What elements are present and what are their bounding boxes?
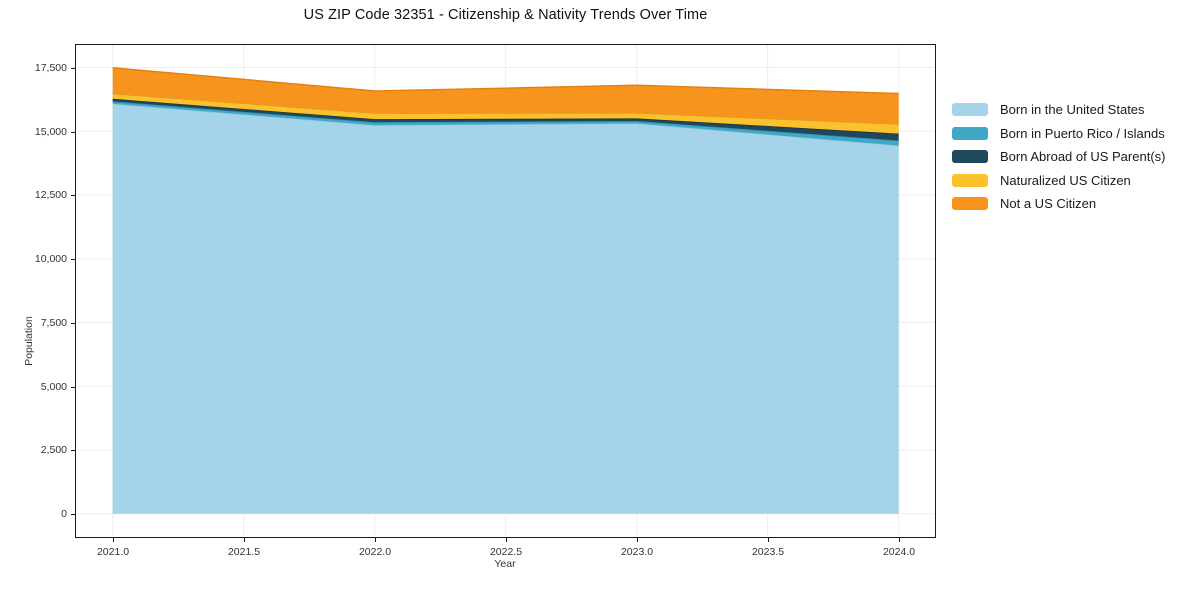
x-tick-mark (506, 538, 507, 542)
y-tick-mark (71, 131, 75, 133)
legend-label: Born Abroad of US Parent(s) (1000, 149, 1166, 165)
legend-swatch (952, 197, 988, 211)
x-tick-label: 2022.0 (358, 546, 392, 558)
x-tick-label: 2021.0 (96, 546, 130, 558)
y-tick-label: 2,500 (40, 444, 67, 457)
y-axis-label: Population (23, 316, 35, 366)
y-tick-label: 5,000 (40, 380, 67, 393)
legend-item: Not a US Citizen (952, 192, 1165, 216)
area-series-edge (112, 67, 899, 95)
area-series (112, 67, 899, 125)
legend-swatch (952, 126, 988, 140)
x-tick-mark (375, 538, 376, 542)
legend-item: Naturalized US Citizen (952, 169, 1165, 193)
y-tick-mark (71, 450, 75, 452)
x-tick-mark (113, 538, 114, 542)
x-tick-label: 2023.0 (620, 546, 654, 558)
legend-label: Born in Puerto Rico / Islands (1000, 125, 1165, 141)
legend-swatch (952, 173, 988, 187)
legend-item: Born in the United States (952, 98, 1165, 122)
y-tick-mark (71, 195, 75, 197)
y-tick-mark (71, 67, 75, 69)
legend-label: Not a US Citizen (1000, 196, 1097, 212)
stacked-area-plot (76, 45, 934, 536)
legend: Born in the United States Born in Puerto … (952, 98, 1165, 216)
x-tick-label: 2024.0 (882, 546, 916, 558)
x-tick-label: 2023.5 (751, 546, 785, 558)
legend-label: Born in the United States (1000, 102, 1145, 118)
y-tick-label: 7,500 (40, 316, 67, 329)
y-tick-mark (71, 322, 75, 324)
x-tick-mark (637, 538, 638, 542)
legend-swatch (952, 150, 988, 164)
area-series (112, 103, 899, 514)
y-tick-mark (71, 514, 75, 515)
legend-item: Born in Puerto Rico / Islands (952, 122, 1165, 146)
y-tick-label: 15,000 (34, 125, 67, 138)
y-tick-label: 10,000 (34, 253, 67, 266)
x-tick-label: 2021.5 (227, 546, 261, 558)
y-tick-label: 17,500 (34, 61, 67, 74)
y-tick-label: 12,500 (34, 189, 67, 202)
area-series (112, 101, 899, 146)
y-tick-label: 0 (61, 508, 67, 520)
x-axis-label: Year (494, 558, 516, 570)
y-tick-mark (71, 386, 75, 388)
legend-label: Naturalized US Citizen (1000, 172, 1131, 188)
x-tick-label: 2022.5 (489, 546, 523, 558)
x-tick-mark (899, 538, 900, 542)
y-tick-mark (71, 259, 75, 261)
legend-item: Born Abroad of US Parent(s) (952, 145, 1165, 169)
area-series (112, 98, 899, 141)
legend-swatch (952, 103, 988, 117)
chart-title: US ZIP Code 32351 - Citizenship & Nativi… (303, 7, 708, 23)
x-tick-mark (768, 538, 769, 542)
plot-area (75, 44, 936, 538)
x-tick-mark (244, 538, 245, 542)
